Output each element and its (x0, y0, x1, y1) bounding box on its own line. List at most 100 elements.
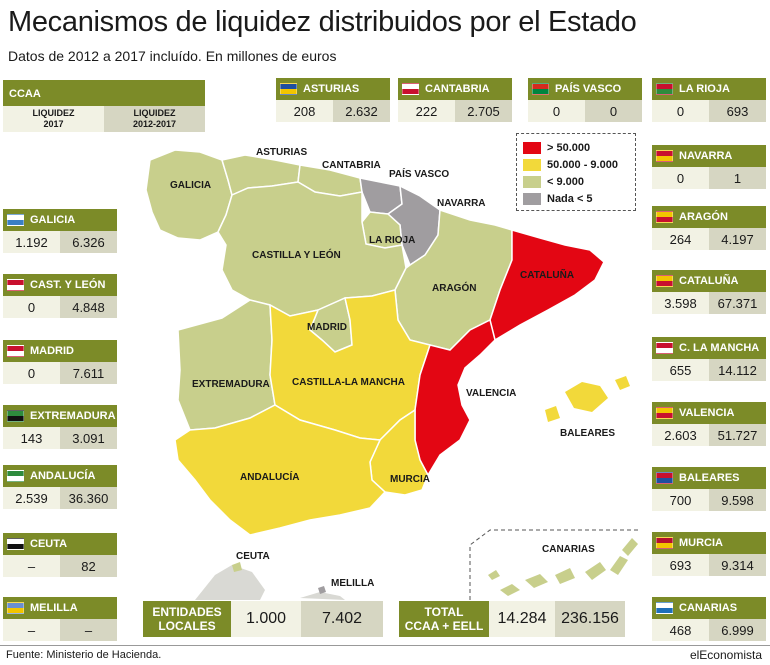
region-value-2012-2017: 0 (585, 100, 642, 122)
scale-label-1: 50.000 - 9.000 (547, 158, 618, 171)
region-value-2012-2017: 2.632 (333, 100, 390, 122)
region-box-aragon: ARAGÓN 264 4.197 (652, 206, 766, 250)
region-box-name: BALEARES (679, 472, 740, 484)
map-label-melilla: MELILLA (331, 578, 375, 589)
ccaa-legend-col2-line1: LIQUIDEZ (133, 108, 176, 118)
region-box-header: ANDALUCÍA (3, 465, 117, 487)
region-value-2017: 0 (3, 296, 60, 318)
flag-icon (7, 538, 24, 550)
region-melilla (318, 586, 326, 594)
region-box-navarra: NAVARRA 0 1 (652, 145, 766, 189)
region-value-2012-2017: 82 (60, 555, 117, 577)
region-box-header: CEUTA (3, 533, 117, 555)
region-box-andalucia: ANDALUCÍA 2.539 36.360 (3, 465, 117, 509)
region-ceuta (232, 562, 242, 572)
region-box-header: CANARIAS (652, 597, 766, 619)
map-label-cataluna: CATALUÑA (520, 270, 575, 281)
scale-row: 50.000 - 9.000 (523, 156, 629, 173)
region-box-name: ASTURIAS (303, 83, 360, 95)
region-galicia (145, 149, 233, 241)
map-label-asturias: ASTURIAS (256, 147, 308, 158)
region-box-header: GALICIA (3, 209, 117, 231)
map-label-extremadura: EXTREMADURA (192, 379, 270, 390)
region-value-2012-2017: 67.371 (709, 292, 766, 314)
region-value-2012-2017: 14.112 (709, 359, 766, 381)
color-scale-legend: > 50.000 50.000 - 9.000 < 9.000 Nada < 5 (516, 133, 636, 211)
map-label-ceuta: CEUTA (236, 551, 270, 562)
region-value-2017: 0 (652, 167, 709, 189)
region-box-header: MURCIA (652, 532, 766, 554)
map-label-cmancha: CASTILLA-LA MANCHA (292, 377, 405, 388)
region-box-header: C. LA MANCHA (652, 337, 766, 359)
map-label-baleares: BALEARES (560, 428, 616, 439)
flag-icon (532, 83, 549, 95)
region-box-murcia: MURCIA 693 9.314 (652, 532, 766, 576)
map-label-canarias: CANARIAS (542, 544, 595, 555)
map-label-cantabria: CANTABRIA (322, 160, 381, 171)
totals-ccaa-2017: 14.284 (489, 601, 555, 637)
region-box-valencia: VALENCIA 2.603 51.727 (652, 402, 766, 446)
region-box-melilla: MELILLA – – (3, 597, 117, 641)
region-value-2012-2017: 6.999 (709, 619, 766, 641)
region-box-cmancha: C. LA MANCHA 655 14.112 (652, 337, 766, 381)
region-box-header: VALENCIA (652, 402, 766, 424)
region-box-header: MELILLA (3, 597, 117, 619)
region-box-header: ASTURIAS (276, 78, 390, 100)
region-baleares (545, 376, 630, 422)
flag-icon (656, 537, 673, 549)
ccaa-legend: CCAA LIQUIDEZ 2017 LIQUIDEZ 2012-2017 (3, 80, 205, 132)
region-box-header: EXTREMADURA (3, 405, 117, 427)
ccaa-legend-header: CCAA (3, 80, 205, 106)
totals-locales-2017: 1.000 (231, 601, 301, 637)
region-box-cantabria: CANTABRIA 222 2.705 (398, 78, 512, 122)
region-box-galicia: GALICIA 1.192 6.326 (3, 209, 117, 253)
region-value-2012-2017: 6.326 (60, 231, 117, 253)
region-value-2017: 655 (652, 359, 709, 381)
totals-ccaa-label: TOTAL CCAA + EELL (399, 601, 489, 637)
totals-entidades-locales: ENTIDADES LOCALES 1.000 7.402 (143, 601, 383, 637)
region-box-name: CANARIAS (679, 602, 738, 614)
region-box-paisvasco: PAÍS VASCO 0 0 (528, 78, 642, 122)
scale-label-0: > 50.000 (547, 141, 591, 154)
region-box-header: BALEARES (652, 467, 766, 489)
region-value-2012-2017: 4.848 (60, 296, 117, 318)
region-box-canarias: CANARIAS 468 6.999 (652, 597, 766, 641)
flag-icon (7, 214, 24, 226)
region-box-extremadura: EXTREMADURA 143 3.091 (3, 405, 117, 449)
map-label-aragon: ARAGÓN (432, 283, 477, 294)
region-value-2017: 222 (398, 100, 455, 122)
map-label-paisvasco: PAÍS VASCO (389, 169, 450, 180)
region-extremadura (177, 299, 276, 431)
scale-label-3: Nada < 5 (547, 192, 593, 205)
region-box-name: GALICIA (30, 214, 76, 226)
region-value-2017: 2.539 (3, 487, 60, 509)
region-value-2012-2017: 2.705 (455, 100, 512, 122)
canarias-inset-frame (469, 529, 640, 600)
region-box-header: CAST. Y LEÓN (3, 274, 117, 296)
flag-icon (656, 602, 673, 614)
scale-swatch-1 (523, 158, 541, 171)
flag-icon (402, 83, 419, 95)
region-value-2017: 1.192 (3, 231, 60, 253)
region-value-2017: 208 (276, 100, 333, 122)
totals-locales-label-l2: LOCALES (158, 619, 216, 633)
map-label-castyleon: CASTILLA Y LEÓN (252, 250, 341, 261)
scale-row: > 50.000 (523, 139, 629, 156)
totals-locales-total: 7.402 (301, 601, 383, 637)
totals-locales-label-l1: ENTIDADES (152, 605, 222, 619)
region-box-asturias: ASTURIAS 208 2.632 (276, 78, 390, 122)
region-box-header: CATALUÑA (652, 270, 766, 292)
region-box-name: LA RIOJA (679, 83, 730, 95)
region-value-2012-2017: 9.598 (709, 489, 766, 511)
scale-label-2: < 9.000 (547, 175, 585, 188)
scale-row: < 9.000 (523, 173, 629, 190)
region-box-header: LA RIOJA (652, 78, 766, 100)
scale-swatch-3 (523, 192, 541, 205)
ccaa-legend-col1-line1: LIQUIDEZ (32, 108, 75, 118)
footer-divider (0, 645, 770, 646)
region-value-2017: 693 (652, 554, 709, 576)
region-value-2012-2017: 693 (709, 100, 766, 122)
region-value-2012-2017: 3.091 (60, 427, 117, 449)
map-label-larioja: LA RIOJA (369, 235, 416, 246)
